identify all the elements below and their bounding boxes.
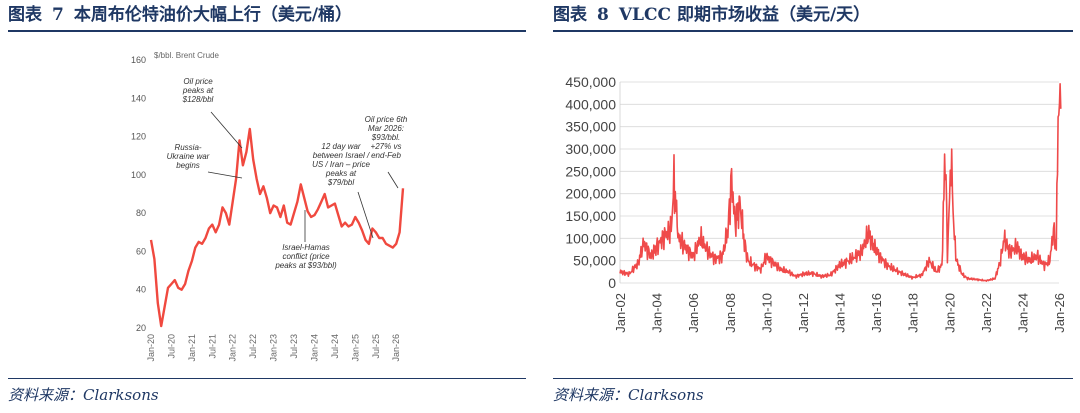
figure-8-title: 图表 8 VLCC 即期市场收益（美元/天） — [553, 0, 1073, 30]
brent-y-tick-label: 40 — [136, 285, 146, 295]
vlcc-y-tick-label: 200,000 — [565, 186, 616, 202]
vlcc-x-tick-label: Jan-10 — [759, 293, 774, 333]
vlcc-chart: 0 50,000 100,000 150,000 200,000 250,000 300,0… — [553, 32, 1073, 378]
brent-chart-svg: $/bbl. Brent Crude 20 40 60 80 100 120 140 160 Ja… — [131, 51, 408, 362]
brent-y-tick-label: 20 — [136, 323, 146, 333]
figure-8-number: 8 — [597, 5, 609, 25]
brent-annotation: Russia-Ukraine war begins — [167, 143, 243, 179]
figure-7-bottom-rule — [8, 378, 526, 379]
brent-annotation-text: Oil price 6th Mar 2026: $93/bbl. +27% vs end… — [365, 115, 408, 160]
vlcc-x-tick-label: Jan-18 — [906, 293, 921, 333]
vlcc-y-tick-label: 250,000 — [565, 163, 616, 179]
brent-annotation: Oil price peaks at $128/bbl — [182, 77, 243, 149]
vlcc-x-tick-label: Jan-08 — [723, 293, 738, 333]
vlcc-earnings-line — [619, 82, 1062, 282]
figure-7-label: 图表 — [8, 5, 42, 25]
brent-annotation-arrow — [207, 171, 243, 179]
figure-7: 图表 7 本周布伦特油价大幅上行（美元/桶） $/bbl. Brent Crude 2… — [8, 0, 526, 412]
figure-8-caption: VLCC 即期市场收益（美元/天） — [618, 5, 871, 25]
brent-x-tick-label: Jan-23 — [269, 334, 279, 362]
vlcc-x-tick-label: Jan-16 — [869, 293, 884, 333]
brent-annotation-arrow — [387, 171, 399, 189]
figure-8-source: 资料来源：Clarksons — [553, 386, 704, 404]
brent-y-tick-label: 140 — [131, 93, 146, 103]
figure-7-top-rule — [8, 30, 526, 32]
brent-x-tick-label: Jan-22 — [228, 334, 238, 362]
vlcc-y-tick-label: 350,000 — [565, 119, 616, 135]
vlcc-x-tick-label: Jan-20 — [942, 293, 957, 333]
vlcc-y-tick-label: 400,000 — [565, 96, 616, 112]
figure-8-top-rule — [553, 30, 1073, 32]
figure-8: 图表 8 VLCC 即期市场收益（美元/天） 0 50,000 100,000 150,0… — [553, 0, 1073, 412]
vlcc-x-tick-label: Jan-06 — [686, 293, 701, 333]
figure-7-caption: 本周布伦特油价大幅上行（美元/桶） — [73, 5, 353, 25]
brent-annotation-text: 12 day war between Israel / US / Iran – pr… — [312, 142, 370, 187]
brent-x-tick-label: Jul-21 — [207, 334, 217, 359]
brent-chart: $/bbl. Brent Crude 20 40 60 80 100 120 140 160 Ja… — [8, 32, 526, 378]
vlcc-y-tick-label: 100,000 — [565, 230, 616, 246]
brent-annotation: Israel-Hamas conflict (price peaks at $93/… — [274, 210, 337, 270]
figure-7-number: 7 — [52, 5, 64, 25]
vlcc-x-tick-label: Jan-04 — [650, 293, 665, 333]
brent-price-line — [149, 127, 405, 328]
figure-7-title: 图表 7 本周布伦特油价大幅上行（美元/桶） — [8, 0, 526, 30]
vlcc-x-tick-label: Jan-02 — [613, 293, 628, 333]
brent-annotation: 12 day war between Israel / US / Iran – pr… — [312, 142, 374, 239]
figure-7-source: 资料来源：Clarksons — [8, 386, 159, 404]
vlcc-y-tick-label: 150,000 — [565, 208, 616, 224]
brent-annotation-arrow — [357, 191, 374, 239]
figure-8-label: 图表 — [553, 5, 587, 25]
vlcc-y-tick-label: 450,000 — [565, 74, 616, 90]
brent-x-tick-label: Jan-26 — [391, 334, 401, 362]
brent-annotation-text: Oil price peaks at $128/bbl — [182, 77, 214, 104]
brent-x-tick-label: Jan-20 — [146, 334, 156, 362]
vlcc-x-tick-label: Jan-22 — [979, 293, 994, 333]
vlcc-x-tick-label: Jan-12 — [796, 293, 811, 333]
brent-y-tick-label: 60 — [136, 246, 146, 256]
brent-annotation-arrow — [210, 111, 243, 149]
brent-y-axis-label: $/bbl. Brent Crude — [154, 51, 219, 60]
vlcc-chart-svg: 0 50,000 100,000 150,000 200,000 250,000 300,0… — [565, 74, 1067, 333]
brent-annotation-text: Israel-Hamas conflict (price peaks at $93/… — [274, 243, 337, 270]
vlcc-y-tick-label: 0 — [608, 275, 616, 291]
brent-y-tick-label: 160 — [131, 55, 146, 65]
brent-x-tick-label: Jul-20 — [166, 334, 176, 359]
brent-x-tick-label: Jul-22 — [248, 334, 258, 359]
vlcc-x-tick-label: Jan-24 — [1015, 293, 1030, 333]
brent-y-tick-label: 80 — [136, 208, 146, 218]
brent-x-tick-label: Jan-24 — [309, 334, 319, 362]
vlcc-y-tick-label: 300,000 — [565, 141, 616, 157]
figure-8-bottom-rule — [553, 378, 1073, 379]
vlcc-y-tick-label: 50,000 — [573, 253, 616, 269]
brent-x-tick-label: Jul-23 — [289, 334, 299, 359]
brent-annotation-text: Russia-Ukraine war begins — [167, 143, 210, 170]
brent-x-tick-label: Jul-25 — [371, 334, 381, 359]
vlcc-x-tick-label: Jan-14 — [833, 293, 848, 333]
brent-annotation: Oil price 6th Mar 2026: $93/bbl. +27% vs end… — [365, 115, 408, 189]
brent-x-tick-label: Jan-21 — [187, 334, 197, 362]
brent-x-tick-label: Jul-24 — [330, 334, 340, 359]
brent-x-tick-label: Jan-25 — [350, 334, 360, 362]
vlcc-x-tick-label: Jan-26 — [1052, 293, 1067, 333]
brent-y-tick-label: 100 — [131, 170, 146, 180]
brent-y-tick-label: 120 — [131, 132, 146, 142]
